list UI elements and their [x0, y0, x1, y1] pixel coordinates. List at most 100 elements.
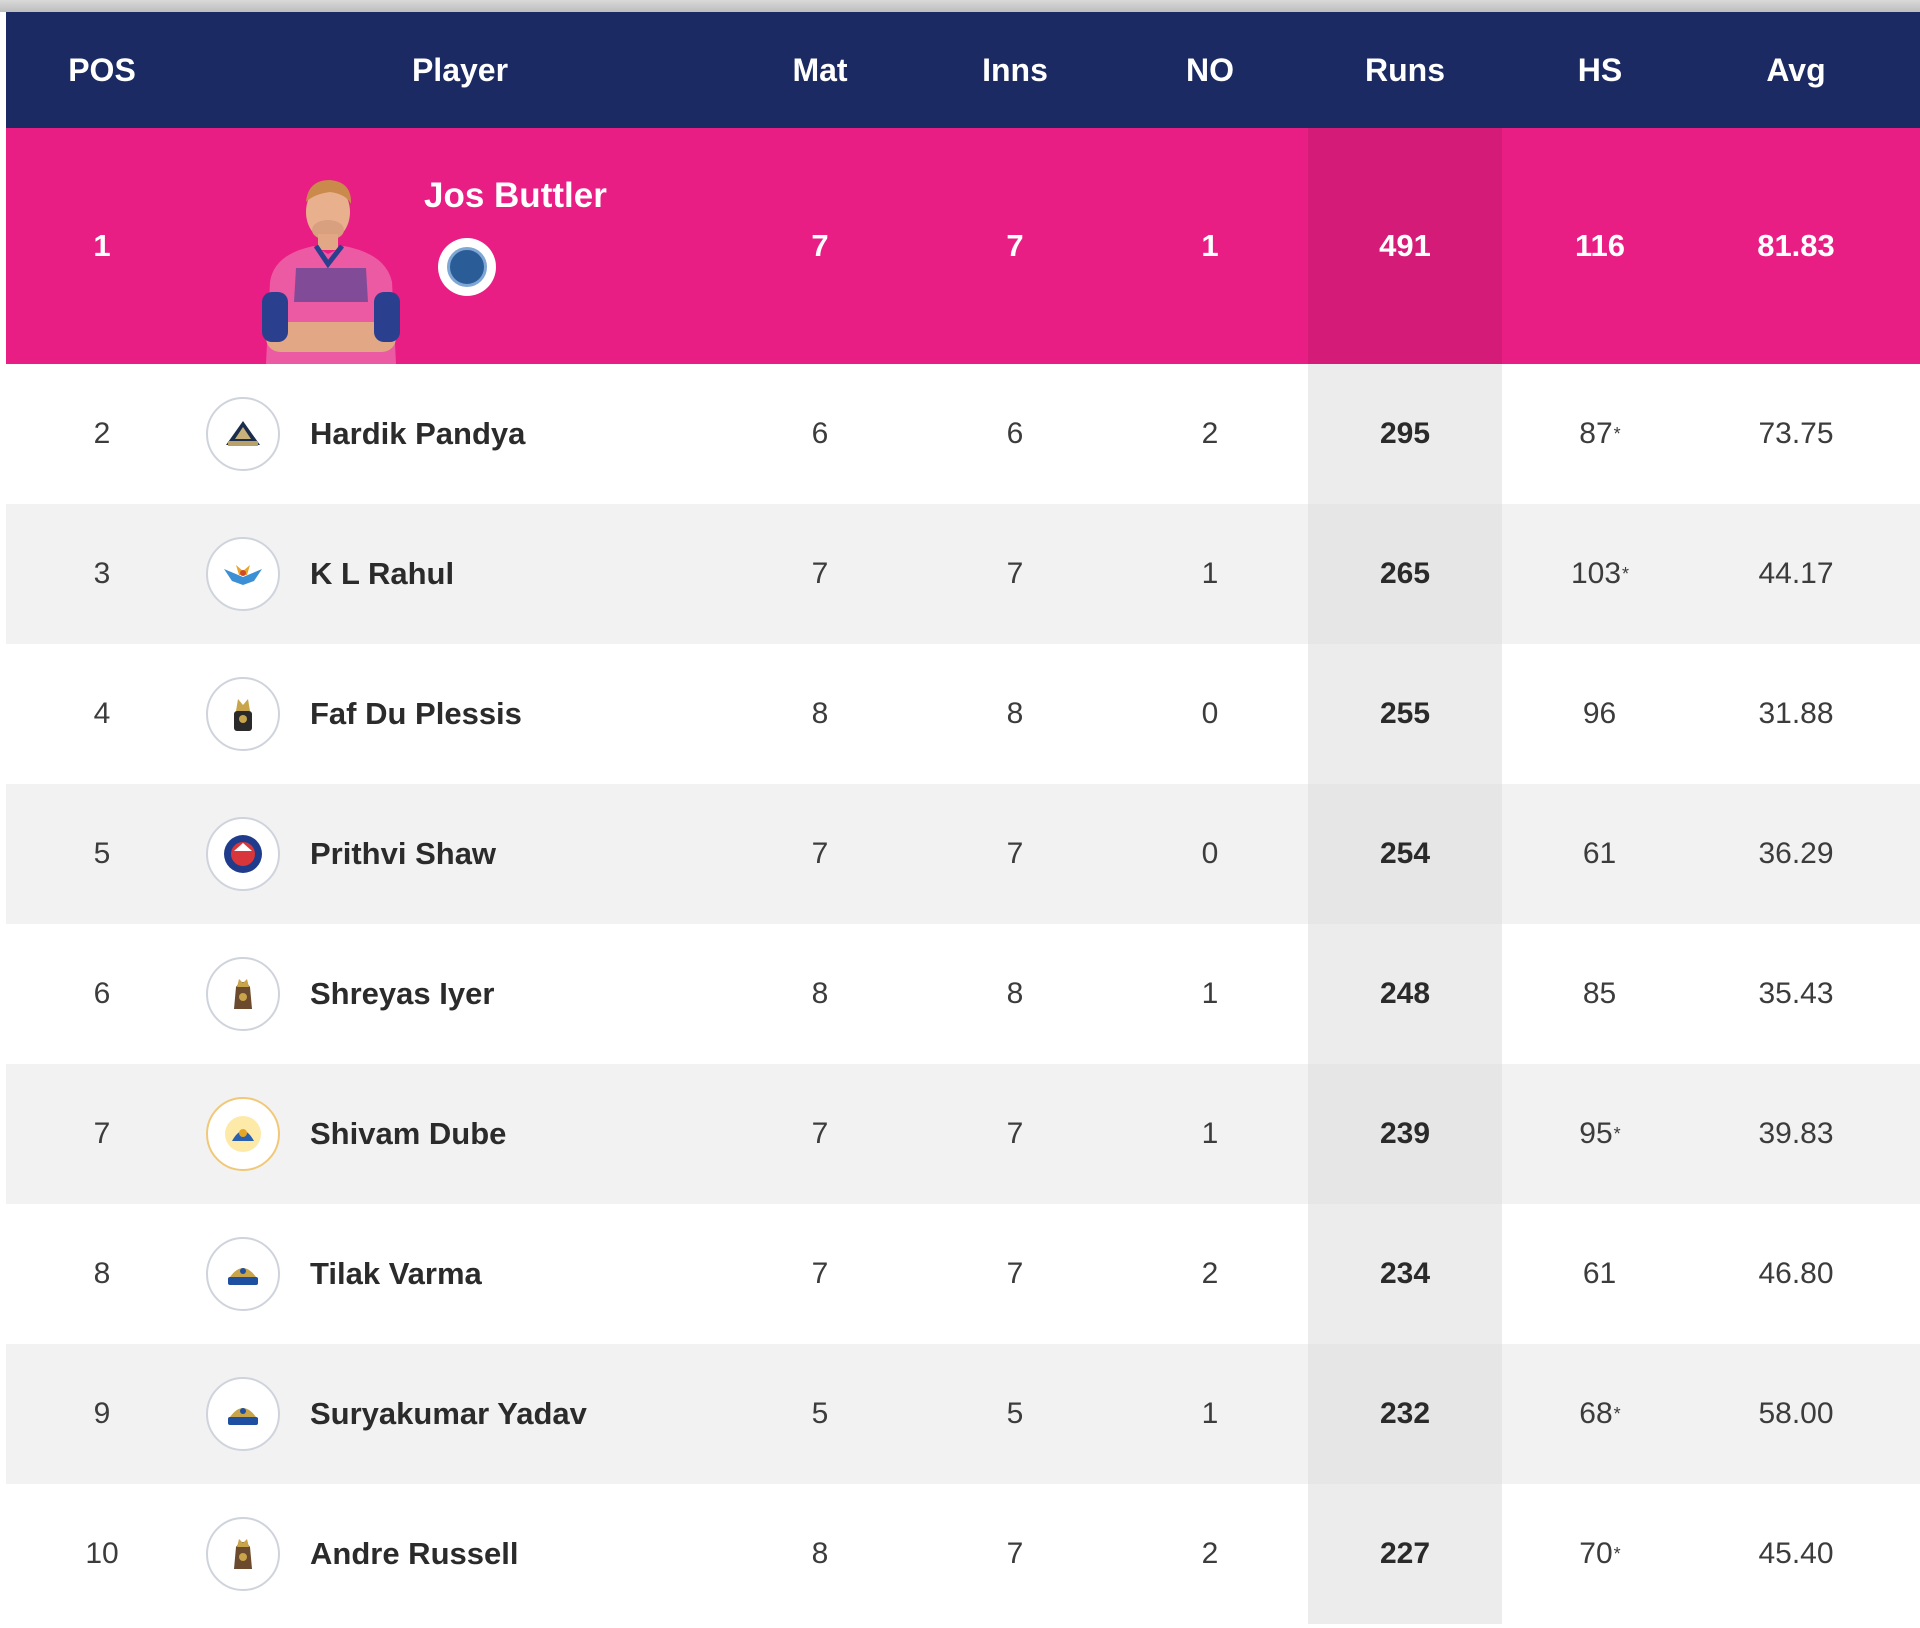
row-pos: 10: [85, 1537, 119, 1570]
row-no: 0: [1201, 697, 1219, 730]
table-header-row: POS Player Mat Inns NO Runs HS Avg: [6, 12, 1920, 128]
player-cell: Hardik Pandya: [198, 364, 722, 504]
not-out-mark: *: [1622, 563, 1630, 584]
header-mat[interactable]: Mat: [792, 51, 848, 88]
header-runs[interactable]: Runs: [1365, 51, 1445, 88]
not-out-mark: *: [1613, 1403, 1621, 1424]
row-hs: 61: [1502, 1204, 1698, 1344]
featured-runs: 491: [1308, 128, 1502, 364]
dc-logo-icon: [206, 817, 280, 891]
player-cell: K L Rahul: [198, 504, 722, 644]
featured-avg: 81.83: [1757, 228, 1835, 263]
table-row[interactable]: 3 K L Rahul 7 7 1 265 103 * 44.17: [6, 504, 1920, 644]
header-player[interactable]: Player: [411, 51, 509, 88]
table-row[interactable]: 7 Shivam Dube 7 7 1 239 95 * 39.83: [6, 1064, 1920, 1204]
row-pos: 6: [93, 977, 111, 1010]
row-pos: 4: [93, 697, 111, 730]
row-avg: 36.29: [1758, 837, 1834, 870]
player-name[interactable]: K L Rahul: [310, 556, 455, 591]
row-no: 0: [1201, 837, 1219, 870]
row-no: 2: [1201, 1257, 1219, 1290]
csk-logo-icon: [206, 1097, 280, 1171]
player-name[interactable]: Hardik Pandya: [310, 416, 526, 451]
featured-pos: 1: [93, 228, 111, 263]
table-row[interactable]: 2 Hardik Pandya 6 6 2 295 87 * 73.75: [6, 364, 1920, 504]
player-cell: Faf Du Plessis: [198, 644, 722, 784]
row-mat: 7: [811, 557, 829, 590]
player-name[interactable]: Andre Russell: [310, 1536, 519, 1571]
table-row[interactable]: 6 Shreyas Iyer 8 8 1 248 85 35.43: [6, 924, 1920, 1064]
hs-value: 87: [1579, 417, 1613, 450]
row-no: 1: [1201, 1117, 1219, 1150]
team-badge-icon: [438, 238, 496, 296]
row-avg: 58.00: [1758, 1397, 1834, 1430]
player-name[interactable]: Prithvi Shaw: [310, 836, 497, 871]
row-hs: 70 *: [1502, 1484, 1698, 1624]
row-mat: 7: [811, 1117, 829, 1150]
header-pos[interactable]: POS: [68, 51, 136, 88]
featured-inns: 7: [1006, 228, 1024, 263]
row-inns: 7: [1006, 1257, 1024, 1290]
header-no[interactable]: NO: [1186, 51, 1234, 88]
row-avg: 39.83: [1758, 1117, 1834, 1150]
hs-value: 95: [1579, 1117, 1613, 1150]
row-mat: 5: [811, 1397, 829, 1430]
row-runs: 227: [1308, 1484, 1502, 1624]
player-name[interactable]: Tilak Varma: [310, 1256, 482, 1291]
hs-value: 85: [1582, 977, 1617, 1010]
mi-logo-icon: [206, 1377, 280, 1451]
batting-leaderboard-table: POS Player Mat Inns NO Runs HS Avg 1 Jos…: [6, 12, 1920, 1628]
hs-value: 103: [1570, 557, 1622, 590]
row-avg: 73.75: [1758, 417, 1834, 450]
row-avg: 44.17: [1758, 557, 1834, 590]
player-photo: [262, 180, 400, 364]
rcb-logo-icon: [206, 677, 280, 751]
player-name[interactable]: Faf Du Plessis: [310, 696, 522, 731]
row-hs: 61: [1502, 784, 1698, 924]
row-no: 2: [1201, 1537, 1219, 1570]
row-runs: 265: [1308, 504, 1502, 644]
table-row[interactable]: 4 Faf Du Plessis 8 8 0 255 96 31.88: [6, 644, 1920, 784]
row-runs: 295: [1308, 364, 1502, 504]
row-inns: 6: [1006, 417, 1024, 450]
row-runs: 239: [1308, 1064, 1502, 1204]
lsg-logo-icon: [206, 537, 280, 611]
featured-player-name[interactable]: Jos Buttler: [424, 176, 607, 215]
featured-player-row[interactable]: 1 Jos Buttler 7 7 1 491 116 81.83: [6, 128, 1920, 364]
row-inns: 5: [1006, 1397, 1024, 1430]
top-border: [0, 0, 1920, 12]
row-pos: 7: [93, 1117, 111, 1150]
row-runs: 254: [1308, 784, 1502, 924]
row-runs: 234: [1308, 1204, 1502, 1344]
kkr-logo-icon: [206, 957, 280, 1031]
header-inns[interactable]: Inns: [982, 51, 1048, 88]
row-mat: 8: [811, 977, 829, 1010]
row-mat: 8: [811, 697, 829, 730]
table-row[interactable]: 8 Tilak Varma 7 7 2 234 61 46.80: [6, 1204, 1920, 1344]
featured-no: 1: [1201, 228, 1219, 263]
row-no: 1: [1201, 557, 1219, 590]
player-name[interactable]: Shivam Dube: [310, 1116, 507, 1151]
featured-mat: 7: [811, 228, 829, 263]
row-no: 2: [1201, 417, 1219, 450]
row-hs: 103 *: [1502, 504, 1698, 644]
row-pos: 2: [93, 417, 111, 450]
row-inns: 8: [1006, 697, 1024, 730]
not-out-mark: *: [1613, 423, 1621, 444]
header-avg[interactable]: Avg: [1766, 51, 1826, 88]
row-hs: 87 *: [1502, 364, 1698, 504]
row-avg: 31.88: [1758, 697, 1834, 730]
player-cell: Suryakumar Yadav: [198, 1344, 722, 1484]
row-mat: 8: [811, 1537, 829, 1570]
row-no: 1: [1201, 977, 1219, 1010]
table-row[interactable]: 5 Prithvi Shaw 7 7 0 254 61 36.29: [6, 784, 1920, 924]
table-row[interactable]: 9 Suryakumar Yadav 5 5 1 232 68 * 58.00: [6, 1344, 1920, 1484]
table-row[interactable]: 10 Andre Russell 8 7 2 227 70 * 45.40: [6, 1484, 1920, 1624]
not-out-mark: *: [1613, 1543, 1621, 1564]
gt-logo-icon: [206, 397, 280, 471]
header-hs[interactable]: HS: [1577, 51, 1623, 88]
hs-value: 96: [1582, 697, 1617, 730]
row-pos: 3: [93, 557, 111, 590]
player-name[interactable]: Suryakumar Yadav: [310, 1396, 587, 1431]
player-name[interactable]: Shreyas Iyer: [310, 976, 495, 1011]
